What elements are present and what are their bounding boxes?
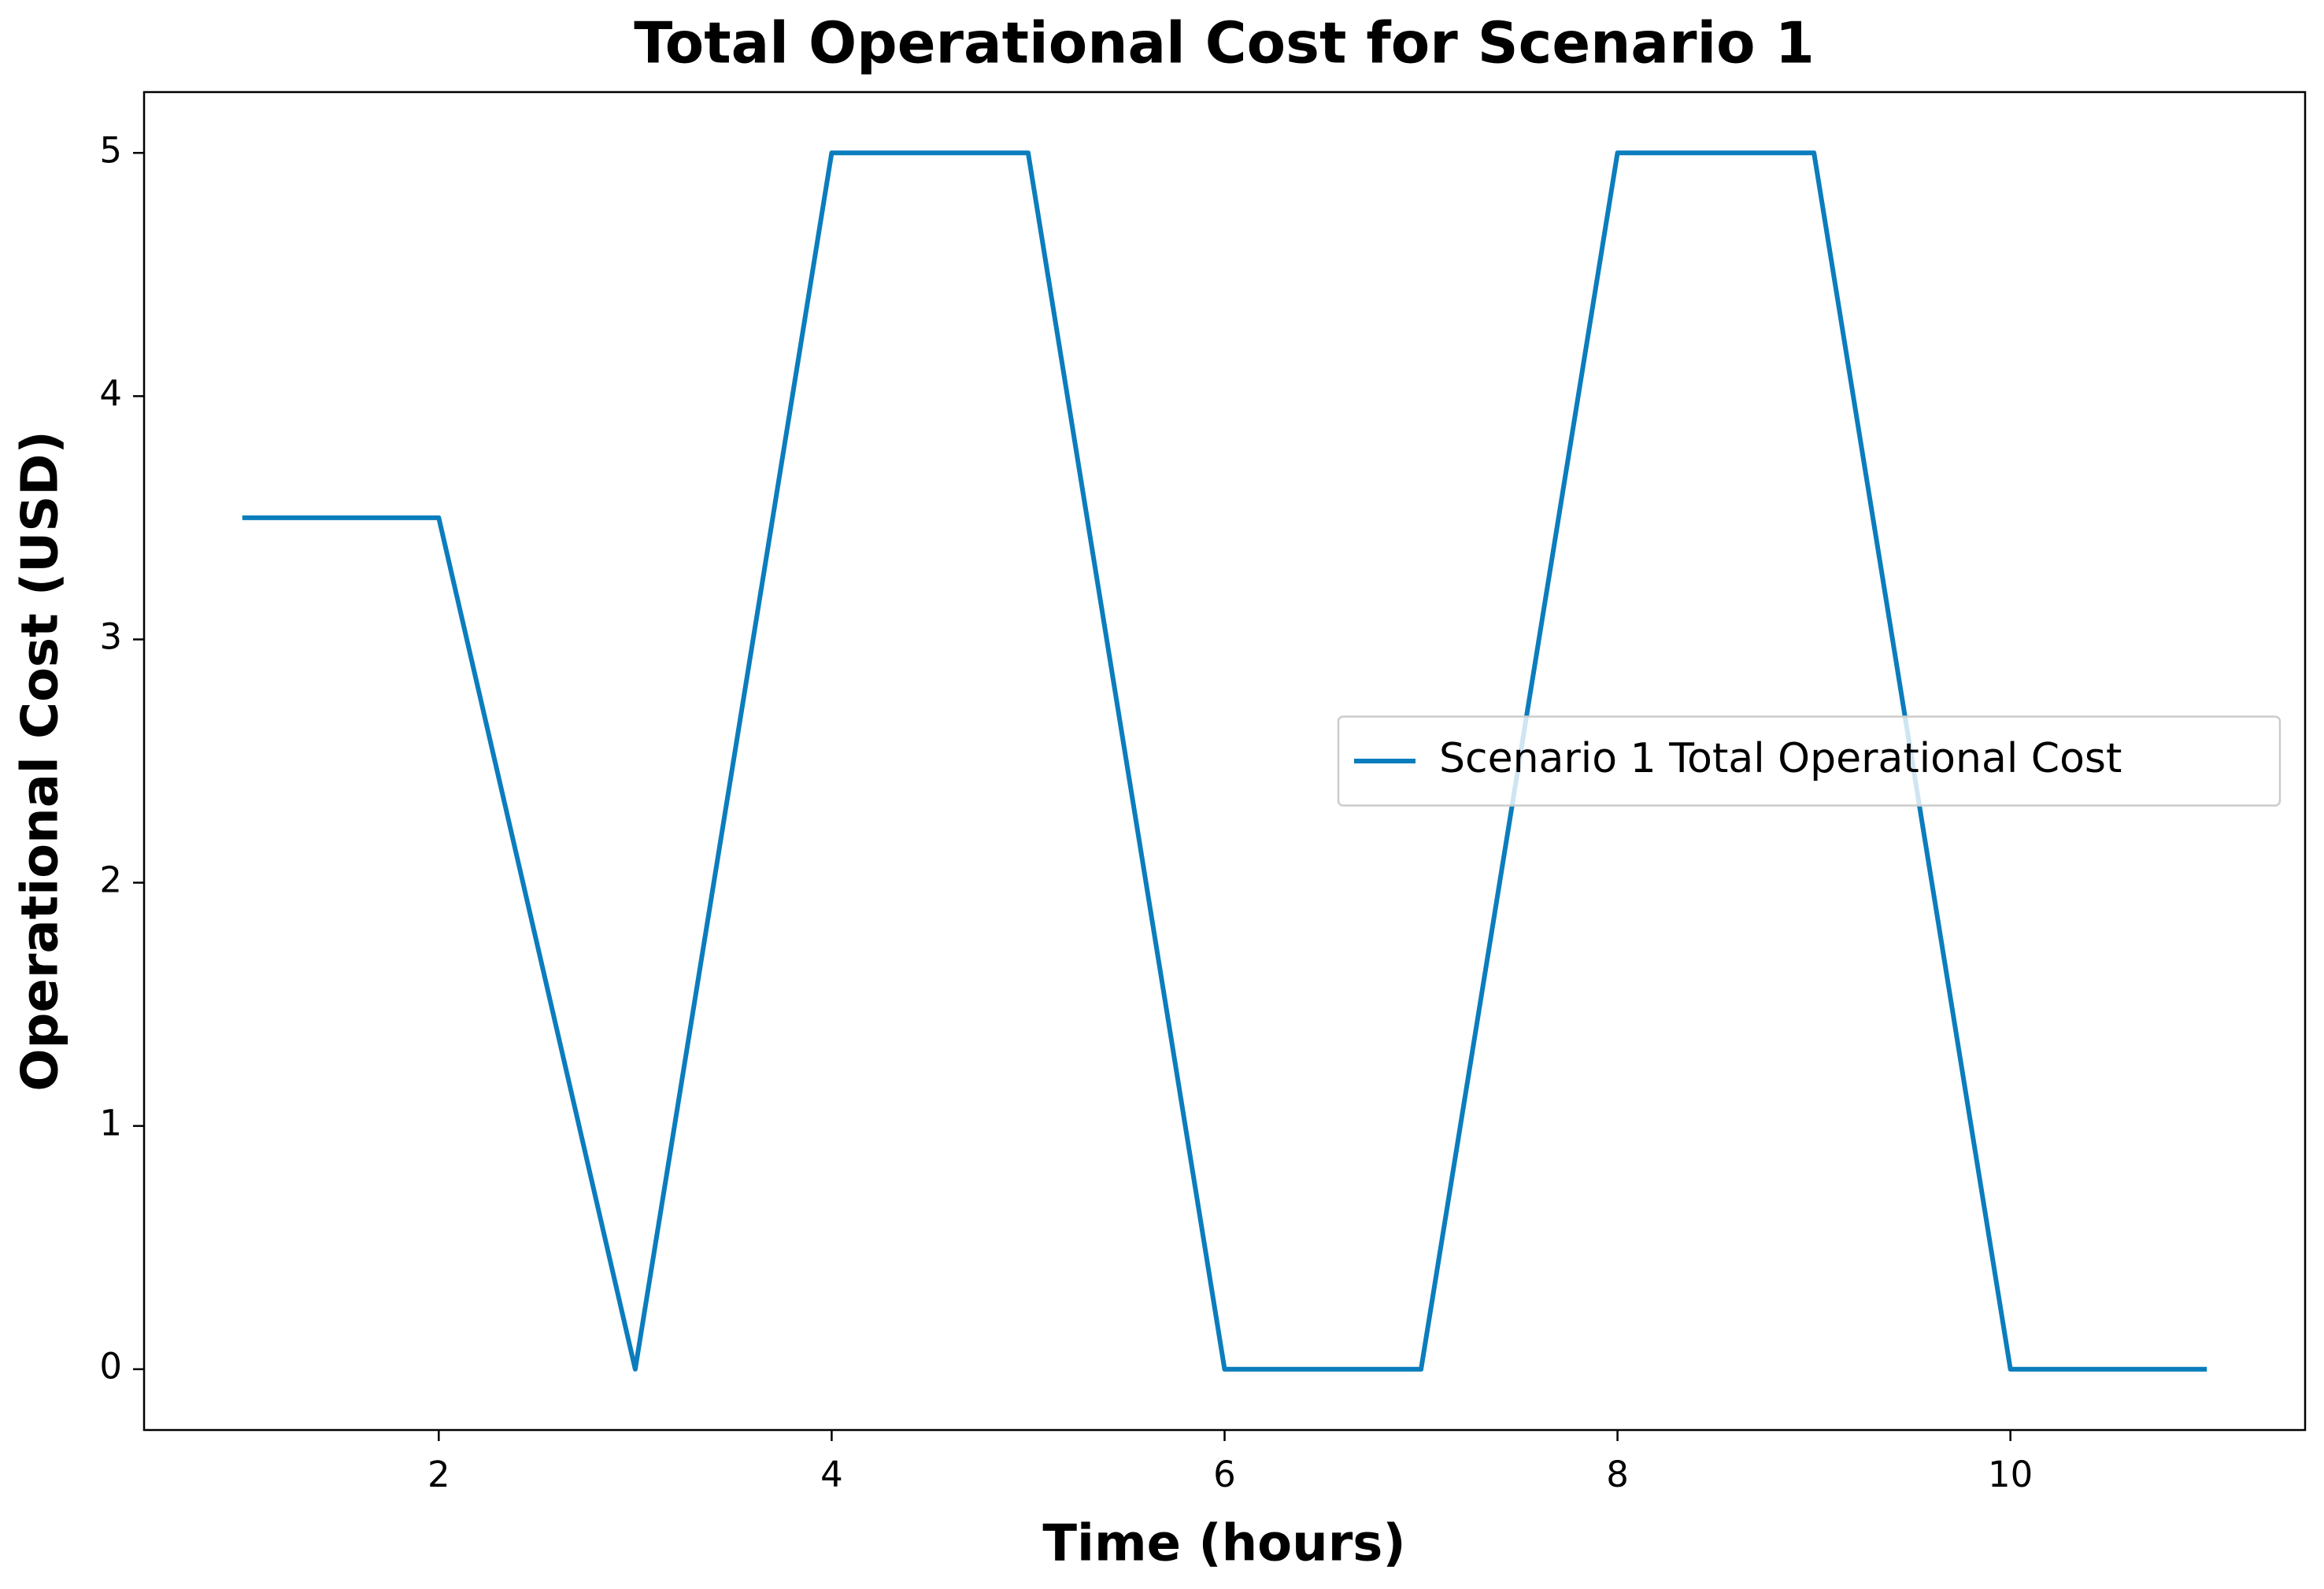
y-tick-label: 2	[99, 859, 122, 901]
legend: Scenario 1 Total Operational Cost	[1337, 715, 2281, 807]
data-line	[242, 150, 2207, 1372]
y-tick-label: 3	[99, 615, 122, 657]
y-tick-label: 4	[99, 372, 122, 414]
chart-title: Total Operational Cost for Scenario 1	[634, 10, 1815, 76]
y-tick-label: 5	[99, 129, 122, 171]
x-tick-label: 2	[427, 1454, 450, 1495]
x-axis-label: Time (hours)	[1042, 1515, 1405, 1573]
x-tick-label: 4	[820, 1454, 843, 1495]
x-tick-label: 6	[1213, 1454, 1236, 1495]
y-axis-label: Operational Cost (USD)	[12, 431, 70, 1091]
y-tick-label: 1	[99, 1103, 122, 1144]
x-tick-label: 10	[1988, 1454, 2033, 1495]
legend-label: Scenario 1 Total Operational Cost	[1439, 735, 2122, 782]
legend-box	[1337, 715, 2281, 807]
y-tick-label: 0	[99, 1346, 122, 1388]
x-tick-label: 8	[1606, 1454, 1629, 1495]
